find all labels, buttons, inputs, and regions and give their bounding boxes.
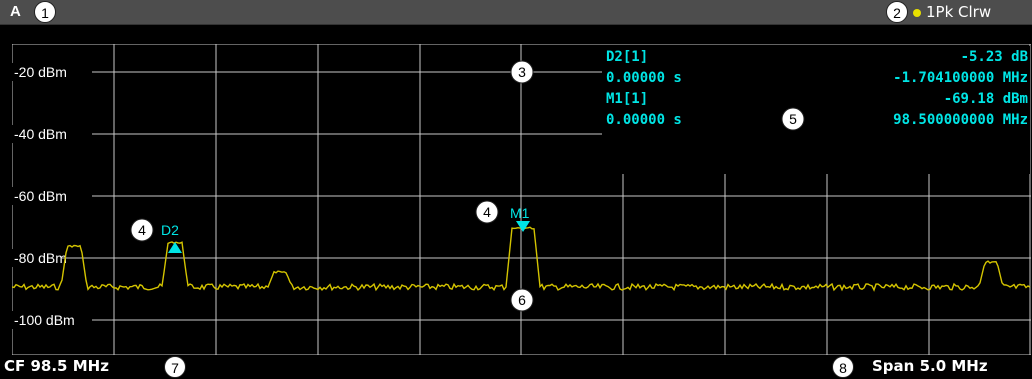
marker-d2-triangle-icon	[168, 242, 182, 253]
spectrum-plot[interactable]: -20 dBm -40 dBm -60 dBm -80 dBm -100 dBm…	[12, 44, 1031, 355]
trace-info-label[interactable]: 1Pk Clrw	[926, 3, 992, 21]
d2-time: 0.00000 s	[606, 70, 682, 86]
callout-8: 8	[832, 356, 854, 378]
m1-name: M1[1]	[606, 91, 648, 107]
y-label-60: -60 dBm	[14, 188, 67, 204]
center-frequency-label[interactable]: CF 98.5 MHz	[4, 357, 109, 375]
m1-time: 0.00000 s	[606, 112, 682, 128]
y-label-40: -40 dBm	[14, 126, 67, 142]
m1-level: -69.18 dBm	[944, 91, 1028, 107]
callout-7: 7	[164, 356, 186, 378]
d2-name: D2[1]	[606, 49, 648, 65]
callout-3: 3	[510, 60, 534, 84]
marker-table: D2[1] -5.23 dB 0.00000 s -1.704100000 MH…	[604, 46, 1030, 174]
window-label[interactable]: A	[10, 3, 21, 20]
y-label-80: -80 dBm	[14, 250, 67, 266]
window-title-bar: A 1 2 1Pk Clrw	[0, 0, 1032, 25]
callout-4-m1: 4	[475, 200, 499, 224]
callout-1: 1	[34, 1, 56, 23]
marker-d2-label: D2	[161, 222, 179, 238]
y-axis-labels: -20 dBm -40 dBm -60 dBm -80 dBm -100 dBm	[12, 63, 92, 329]
status-bar: CF 98.5 MHz 7 8 Span 5.0 MHz	[0, 356, 1032, 379]
callout-2: 2	[886, 1, 908, 23]
svg-text:4: 4	[138, 222, 146, 238]
svg-text:6: 6	[518, 292, 526, 308]
marker-d2[interactable]: D2	[161, 222, 182, 253]
m1-frequency: 98.500000000 MHz	[893, 112, 1028, 128]
svg-text:3: 3	[518, 64, 526, 80]
d2-level: -5.23 dB	[961, 49, 1028, 65]
marker-m1[interactable]: M1	[510, 205, 530, 232]
y-label-100: -100 dBm	[14, 312, 75, 328]
marker-m1-triangle-icon	[516, 221, 530, 232]
callout-4-d2: 4	[130, 218, 154, 242]
trace-color-dot	[913, 9, 921, 17]
grid	[12, 44, 1031, 355]
span-label[interactable]: Span 5.0 MHz	[872, 357, 988, 375]
svg-text:5: 5	[789, 111, 797, 127]
callout-5: 5	[781, 107, 805, 131]
d2-frequency: -1.704100000 MHz	[893, 70, 1028, 86]
svg-text:4: 4	[483, 204, 491, 220]
callout-6: 6	[510, 288, 534, 312]
marker-m1-label: M1	[510, 205, 530, 221]
y-label-20: -20 dBm	[14, 64, 67, 80]
